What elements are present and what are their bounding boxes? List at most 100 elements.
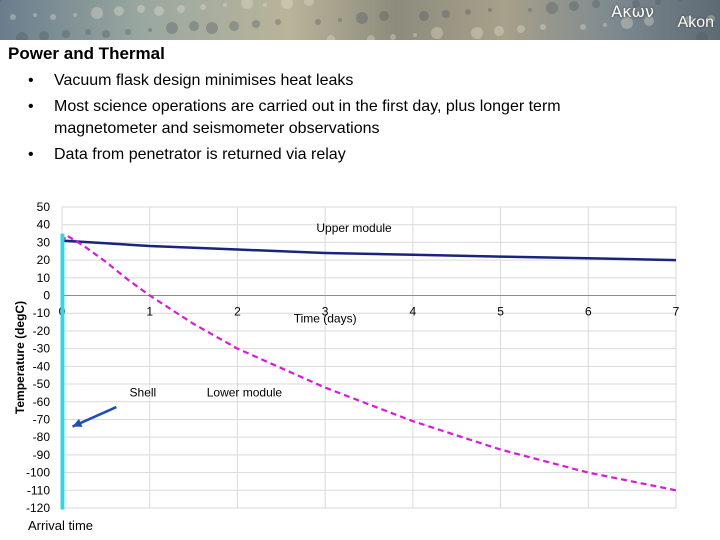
banner-texture-mark: [465, 9, 471, 15]
banner-texture-mark: [540, 24, 546, 30]
x-tick-label: 1: [146, 305, 153, 319]
banner-texture-mark: [154, 6, 164, 16]
y-tick-label: 50: [37, 200, 51, 214]
x-tick-label: 6: [585, 305, 592, 319]
banner-texture-mark: [281, 0, 293, 9]
logo-latin-text: Akon: [677, 14, 714, 31]
bullet-item-data-relay: Data from penetrator is returned via rel…: [24, 144, 664, 166]
banner-texture-mark: [33, 13, 37, 17]
y-tick-label: -30: [33, 342, 51, 356]
slide-title: Power and Thermal: [8, 44, 165, 63]
bullet-item-vacuum-flask: Vacuum flask design minimises heat leaks: [24, 70, 664, 92]
banner-texture-mark: [102, 30, 110, 38]
x-tick-label: 2: [234, 305, 241, 319]
banner-texture-mark: [73, 13, 77, 17]
y-tick-label: 40: [37, 218, 51, 232]
banner-texture-marks: [0, 0, 715, 40]
y-tick-label: -40: [33, 359, 51, 373]
banner-texture-mark: [419, 11, 429, 21]
banner-texture-mark: [390, 34, 396, 40]
y-tick-label: 0: [43, 289, 50, 303]
banner-texture-mark: [229, 21, 239, 31]
y-tick-label: -100: [26, 466, 50, 480]
banner-texture-mark: [707, 15, 715, 23]
banner-texture-mark: [91, 7, 103, 19]
y-axis-label: Temperature (degC): [13, 301, 27, 414]
x-tick-label: 4: [410, 305, 417, 319]
banner-texture-mark: [50, 14, 56, 20]
banner-texture-mark: [263, 3, 267, 7]
y-tick-label: -50: [33, 377, 51, 391]
banner-texture-mark: [206, 22, 218, 34]
banner-texture-mark: [632, 0, 640, 8]
banner-texture-mark: [252, 20, 260, 28]
chart-grid: [61, 206, 677, 509]
plot-area: [61, 206, 677, 509]
y-tick-label: -70: [33, 412, 51, 426]
banner-texture-mark: [148, 28, 152, 32]
banner-texture-mark: [471, 27, 483, 39]
banner-texture-mark: [327, 35, 335, 40]
banner-texture-mark: [275, 19, 281, 25]
banner-texture-mark: [684, 16, 694, 26]
y-tick-label: -120: [26, 501, 50, 515]
shell-arrow: [72, 405, 117, 428]
y-tick-label: 30: [37, 235, 51, 249]
banner-texture-mark: [304, 0, 314, 6]
series-layer: [60, 233, 677, 510]
x-tick-label: 7: [673, 305, 680, 319]
banner-texture-mark: [114, 6, 124, 16]
y-tick-label: -20: [33, 324, 51, 338]
x-tick-label: 5: [497, 305, 504, 319]
banner-texture-mark: [528, 8, 532, 12]
x-axis-label: Time (days): [294, 312, 357, 326]
banner-texture-mark: [177, 5, 185, 13]
arrival-time-label: Arrival time: [28, 518, 93, 533]
banner-texture-mark: [241, 0, 253, 9]
banner-texture-mark: [137, 5, 145, 13]
y-tick-label: -10: [33, 306, 51, 320]
banner-texture-mark: [678, 0, 682, 2]
upper-module-series-line: [61, 239, 677, 262]
y-tick-label: -60: [33, 395, 51, 409]
lower-module-series-line: [61, 233, 677, 492]
banner-texture-mark: [10, 14, 16, 20]
banner-texture: [0, 0, 715, 40]
banner-texture-mark: [62, 30, 70, 38]
banner-texture-mark: [16, 32, 28, 40]
banner-texture-mark: [494, 26, 504, 36]
y-tick-label: -90: [33, 448, 51, 462]
banner-texture-mark: [356, 12, 368, 24]
banner-texture-mark: [696, 32, 708, 40]
shell-arrow-head: [72, 418, 83, 427]
y-tick-label: 10: [37, 271, 51, 285]
banner-texture-mark: [189, 21, 199, 31]
bullet-list: Vacuum flask design minimises heat leaks…: [24, 70, 664, 170]
banner-texture-mark: [621, 17, 633, 29]
banner-texture-mark: [488, 8, 492, 12]
banner-texture-mark: [338, 18, 342, 22]
logo-greek-text: Ακων: [611, 2, 654, 21]
lower-module-label: Lower module: [207, 385, 283, 399]
y-tick-labels: 50 40 30 20 10 0 -10 -20 -30 -40 -50 -60 -70 -80 -90 -1…: [26, 200, 50, 515]
shell-label: Shell: [130, 385, 157, 399]
banner-texture-mark: [442, 10, 450, 18]
bullet-item-science-operations: Most science operations are carried out …: [24, 96, 664, 140]
banner-texture-mark: [85, 29, 91, 35]
y-tick-label: 20: [37, 253, 51, 267]
plot-background: [61, 206, 677, 509]
banner-texture-mark: [39, 31, 49, 40]
banner-texture-mark: [379, 11, 389, 21]
banner-texture-mark: [125, 29, 131, 35]
banner-texture-mark: [546, 2, 558, 14]
banner-texture-mark: [580, 24, 586, 30]
banner-texture-mark: [166, 22, 178, 34]
banner-texture-mark: [315, 19, 321, 25]
banner-texture-mark: [655, 0, 661, 5]
banner-texture-mark: [569, 1, 579, 11]
temperature-chart: 50 40 30 20 10 0 -10 -20 -30 -40 -50 -60 -70 -80 -90 -1…: [13, 200, 680, 533]
banner-texture-mark: [431, 27, 443, 39]
y-tick-label: -80: [33, 430, 51, 444]
banner-texture-mark: [367, 35, 375, 40]
shell-series-line: [60, 233, 65, 510]
